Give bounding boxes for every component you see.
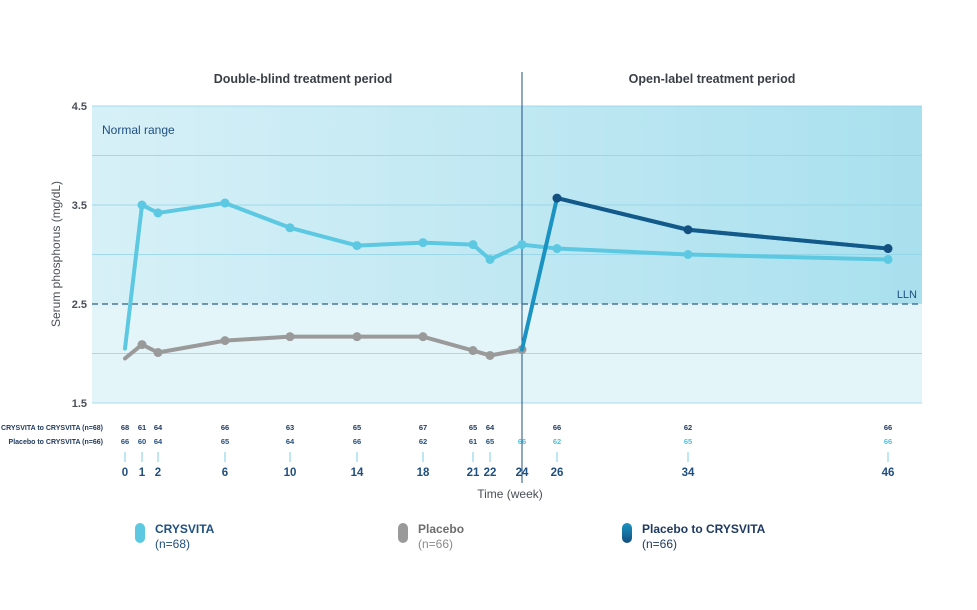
- n-value: 62: [419, 437, 427, 446]
- y-tick-label: 2.5: [72, 299, 87, 311]
- placebo-series-point: [285, 332, 295, 342]
- x-tick-label: 2: [155, 467, 161, 479]
- crysvita-series-point: [517, 240, 527, 250]
- n-value: 61: [138, 423, 146, 432]
- n-value: 65: [353, 423, 361, 432]
- period-label-double-blind: Double-blind treatment period: [214, 72, 392, 86]
- x-tick-label: 46: [882, 467, 895, 479]
- n-value: 62: [553, 437, 561, 446]
- placebo-to-crysvita-series-point: [552, 193, 562, 203]
- x-tick-label: 14: [351, 467, 364, 479]
- legend-item-placebo: Placebo (n=66): [398, 522, 464, 552]
- legend-swatch-crysvita: [135, 523, 145, 543]
- n-value: 60: [138, 437, 146, 446]
- n-value: 66: [518, 437, 526, 446]
- x-axis-label: Time (week): [477, 487, 543, 501]
- n-row-label: Placebo to CRYSVITA (n=66): [9, 439, 103, 446]
- n-value: 66: [553, 423, 561, 432]
- n-value: 62: [684, 423, 692, 432]
- legend-item-crysvita: CRYSVITA (n=68): [135, 522, 214, 552]
- y-tick-label: 1.5: [72, 398, 87, 410]
- period-label-open-label: Open-label treatment period: [629, 72, 796, 86]
- placebo-series-point: [153, 348, 163, 358]
- y-tick-label: 4.5: [72, 101, 87, 113]
- legend-item-placebo-to-crysvita: Placebo to CRYSVITA (n=66): [622, 522, 765, 552]
- crysvita-series-point: [418, 238, 428, 248]
- y-tick-label: 3.5: [72, 200, 87, 212]
- n-value: 66: [353, 437, 361, 446]
- x-tick-label: 26: [551, 467, 564, 479]
- placebo-series-point: [468, 346, 478, 356]
- n-value: 65: [469, 423, 477, 432]
- n-value: 63: [286, 423, 294, 432]
- crysvita-series-point: [285, 223, 295, 233]
- placebo-series-point: [352, 332, 362, 342]
- placebo-series-point: [220, 336, 230, 346]
- placebo-series-point: [485, 350, 495, 360]
- legend-name-crysvita: CRYSVITA: [155, 522, 215, 536]
- crysvita-series-point: [883, 254, 893, 264]
- crysvita-series-point: [352, 241, 362, 251]
- legend-n-placebo: (n=66): [418, 537, 454, 551]
- normal-range-label: Normal range: [102, 123, 175, 137]
- x-tick-label: 24: [516, 467, 529, 479]
- n-value: 68: [121, 423, 129, 432]
- x-tick-label: 18: [417, 467, 430, 479]
- n-value: 66: [884, 437, 892, 446]
- placebo-series-line: [123, 334, 524, 361]
- legend-n-crysvita: (n=68): [155, 537, 191, 551]
- n-value: 61: [469, 437, 477, 446]
- legend-name-placebo: Placebo: [418, 522, 465, 536]
- placebo-to-crysvita-series-point: [683, 225, 693, 235]
- x-tick-label: 21: [467, 467, 480, 479]
- crysvita-series-point: [137, 200, 147, 210]
- n-value: 64: [154, 423, 163, 432]
- n-value: 67: [419, 423, 427, 432]
- y-axis-label: Serum phosphorus (mg/dL): [49, 181, 63, 327]
- n-value: 65: [684, 437, 692, 446]
- legend-swatch-placebo-to-crysvita: [622, 523, 632, 543]
- crysvita-series-point: [468, 240, 478, 250]
- crysvita-series-point: [485, 254, 495, 264]
- legend-n-placebo-to-crysvita: (n=66): [642, 537, 678, 551]
- crysvita-series-point: [153, 208, 163, 218]
- x-tick-label: 34: [682, 467, 695, 479]
- x-tick-label: 10: [284, 467, 297, 479]
- n-value: 64: [154, 437, 163, 446]
- legend-name-placebo-to-crysvita: Placebo to CRYSVITA: [642, 522, 766, 536]
- crysvita-series-point: [220, 198, 230, 208]
- n-value: 64: [486, 423, 495, 432]
- n-value: 65: [221, 437, 229, 446]
- x-tick-label: 0: [122, 467, 128, 479]
- placebo-series-point: [137, 340, 147, 350]
- lln-label: LLN: [897, 289, 917, 301]
- n-row-label: CRYSVITA to CRYSVITA (n=68): [1, 425, 103, 432]
- crysvita-series-point: [552, 244, 562, 254]
- n-value: 66: [221, 423, 229, 432]
- placebo-to-crysvita-series-point: [883, 244, 893, 254]
- x-tick-label: 6: [222, 467, 228, 479]
- x-tick-label: 1: [139, 467, 146, 479]
- placebo-series-point: [418, 332, 428, 342]
- n-value: 65: [486, 437, 494, 446]
- n-value: 66: [884, 423, 892, 432]
- n-value: 66: [121, 437, 129, 446]
- legend-swatch-placebo: [398, 523, 408, 543]
- x-tick-label: 22: [484, 467, 497, 479]
- crysvita-series-point: [683, 250, 693, 259]
- n-value: 64: [286, 437, 295, 446]
